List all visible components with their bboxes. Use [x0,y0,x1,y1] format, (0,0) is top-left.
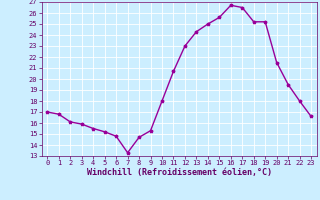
X-axis label: Windchill (Refroidissement éolien,°C): Windchill (Refroidissement éolien,°C) [87,168,272,177]
